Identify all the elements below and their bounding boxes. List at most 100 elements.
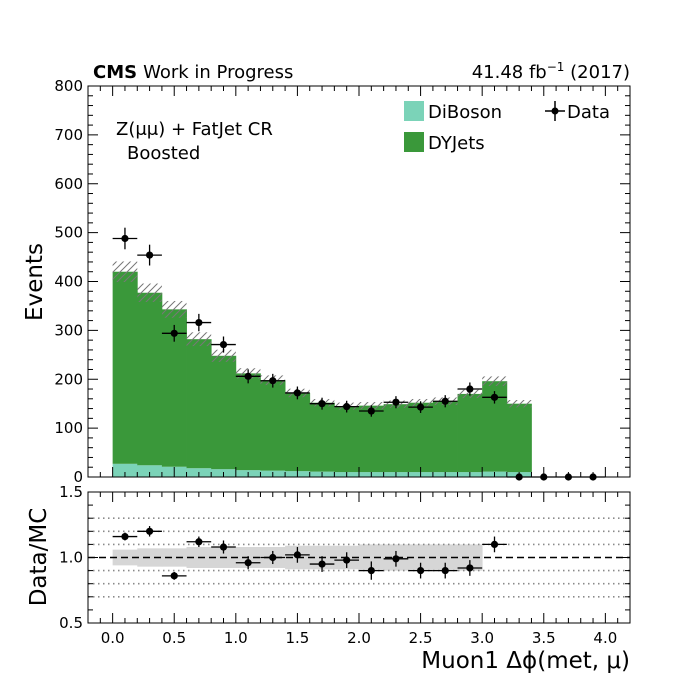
ytick-label-main: 700 xyxy=(54,126,83,144)
legend-swatch-dyjets xyxy=(404,132,424,152)
xtick-label: 1.5 xyxy=(285,629,309,647)
data-point-12 xyxy=(408,401,433,413)
ratio-band-2 xyxy=(161,548,187,567)
data-point-6 xyxy=(260,373,286,388)
ytick-label-main: 100 xyxy=(54,419,83,437)
data-point-7 xyxy=(285,386,310,400)
ratio-point-11 xyxy=(383,550,409,567)
xtick-label: 1.0 xyxy=(224,629,248,647)
y-axis-label-ratio: Data/MC xyxy=(26,508,52,607)
ratio-point-3 xyxy=(186,536,212,548)
ytick-label-main: 600 xyxy=(54,175,83,193)
legend-data-marker xyxy=(551,107,559,115)
ratio-point-1 xyxy=(137,526,162,537)
ratio-point-8 xyxy=(309,556,335,572)
ratio-point-12 xyxy=(408,562,433,579)
legend-label-dyjets: DYJets xyxy=(428,133,485,154)
mc-unc-0 xyxy=(112,261,138,282)
bar-dyjets-14 xyxy=(457,393,483,473)
ratio-point-4 xyxy=(211,540,236,554)
data-point-1 xyxy=(137,244,162,266)
lumi-value: 41.48 fb xyxy=(472,62,547,83)
data-point-2 xyxy=(161,324,187,342)
bar-dyjets-0 xyxy=(112,271,138,464)
legend: DiBoson DYJets Data xyxy=(404,101,610,154)
xtick-label: 2.5 xyxy=(409,629,433,647)
plot-header: CMS Work in Progress xyxy=(93,62,293,83)
bar-dyjets-1 xyxy=(137,292,163,466)
mc-unc-3 xyxy=(186,332,212,347)
xtick-label: 2.0 xyxy=(347,629,371,647)
bar-dyjets-7 xyxy=(285,392,311,472)
ytick-label-main: 0 xyxy=(73,468,83,486)
ytick-label-main: 300 xyxy=(54,321,83,339)
region-label-line1: Z(μμ) + FatJet CR xyxy=(116,119,273,140)
y-axis-label-main: Events xyxy=(22,243,48,321)
bar-dyjets-13 xyxy=(432,401,458,473)
xtick-label: 0.0 xyxy=(101,629,125,647)
lumi-exponent: −1 xyxy=(547,60,565,74)
ratio-point-13 xyxy=(432,562,458,579)
bar-dyjets-3 xyxy=(186,339,212,469)
mc-unc-15 xyxy=(482,376,507,386)
ratio-point-10 xyxy=(359,561,384,580)
data-point-15 xyxy=(482,391,507,404)
data-point-9 xyxy=(334,400,359,413)
legend-label-diboson: DiBoson xyxy=(428,102,502,123)
xtick-label: 4.0 xyxy=(593,629,617,647)
experiment-label: CMS xyxy=(93,62,137,83)
legend-swatch-diboson xyxy=(404,101,424,121)
ratio-reference-lines xyxy=(88,517,630,598)
data-point-13 xyxy=(432,395,458,408)
data-point-11 xyxy=(383,396,409,409)
data-point-14 xyxy=(457,382,483,396)
ytick-label-main: 800 xyxy=(54,77,83,95)
ytick-label-ratio: 1.5 xyxy=(59,483,83,501)
bar-dyjets-10 xyxy=(359,405,385,473)
data-point-4 xyxy=(211,336,236,353)
legend-label-data: Data xyxy=(567,102,610,123)
data-point-3 xyxy=(186,313,212,332)
ratio-point-9 xyxy=(334,552,359,568)
ratio-point-2 xyxy=(161,571,187,580)
ratio-point-7 xyxy=(285,547,310,563)
bar-dyjets-9 xyxy=(334,406,360,473)
bar-dyjets-6 xyxy=(260,380,286,471)
ytick-label-main: 200 xyxy=(54,370,83,388)
ytick-label-main: 500 xyxy=(54,224,83,242)
bar-dyjets-12 xyxy=(408,402,434,473)
x-axis-label: Muon1 Δϕ(met, μ) xyxy=(421,648,630,674)
ratio-point-15 xyxy=(482,536,507,553)
ratio-point-5 xyxy=(235,556,261,570)
mc-unc-4 xyxy=(211,349,236,362)
mc-unc-1 xyxy=(137,283,162,302)
status-label: Work in Progress xyxy=(143,62,293,83)
ratio-point-6 xyxy=(260,550,286,565)
bar-dyjets-5 xyxy=(235,373,261,471)
xtick-label: 3.0 xyxy=(470,629,494,647)
data-point-8 xyxy=(309,397,335,410)
stacked-bars xyxy=(112,271,532,477)
axes: 0 100 200 300 400 500 600 700 800 0.5 1.0 1.5 0.0 0.5… xyxy=(54,77,631,647)
data-point-0 xyxy=(112,227,138,250)
ratio-point-14 xyxy=(457,560,483,576)
ratio-points xyxy=(112,526,507,580)
mc-unc-16 xyxy=(506,400,532,408)
bar-dyjets-8 xyxy=(309,402,335,472)
ratio-point-0 xyxy=(112,532,138,541)
data-point-5 xyxy=(235,369,261,384)
bar-dyjets-4 xyxy=(211,355,237,470)
bar-diboson-0 xyxy=(112,463,138,477)
ytick-label-main: 400 xyxy=(54,273,83,291)
region-label-line2: Boosted xyxy=(127,143,200,164)
lumi-year: (2017) xyxy=(564,62,630,83)
mc-unc-2 xyxy=(161,300,187,318)
data-point-10 xyxy=(359,405,384,417)
lumi-label: 41.48 fb−1 (2017) xyxy=(472,60,630,83)
bar-dyjets-11 xyxy=(383,404,409,473)
ytick-label-ratio: 0.5 xyxy=(59,614,83,632)
ytick-label-ratio: 1.0 xyxy=(59,549,83,567)
bar-dyjets-16 xyxy=(506,403,532,473)
bar-diboson-1 xyxy=(137,465,163,477)
